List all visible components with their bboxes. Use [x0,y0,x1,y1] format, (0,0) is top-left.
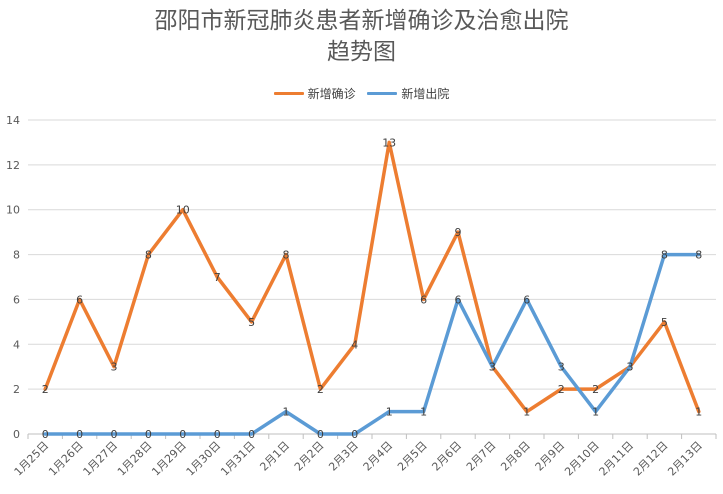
data-label-confirmed: 3 [627,361,634,374]
data-label-confirmed: 3 [111,361,118,374]
data-label-discharged: 8 [661,249,668,262]
data-label-confirmed: 7 [214,271,221,284]
data-label-confirmed: 10 [176,204,190,217]
data-label-confirmed: 4 [351,338,358,351]
data-label-confirmed: 8 [145,249,152,262]
data-label-confirmed: 2 [42,383,49,396]
data-label-discharged: 0 [179,428,186,441]
x-tick-label: 2月6日 [429,439,464,474]
x-tick-label: 2月2日 [292,439,327,474]
y-tick-label: 2 [13,383,20,396]
chart-title-line-2: 趋势图 [327,39,396,65]
data-label-discharged: 6 [523,293,530,306]
legend-swatch-discharged [367,92,398,95]
legend-label-discharged: 新增出院 [401,87,450,101]
data-label-discharged: 3 [489,361,496,374]
x-tick-label: 1月25日 [12,439,52,479]
data-label-discharged: 0 [42,428,49,441]
data-label-confirmed: 8 [283,249,290,262]
x-tick-label: 2月7日 [464,439,499,474]
chart-title-line-1: 邵阳市新冠肺炎患者新增确诊及治愈出院 [154,8,569,34]
data-label-confirmed: 9 [455,226,462,239]
data-label-confirmed: 3 [489,361,496,374]
data-label-discharged: 1 [283,406,290,419]
data-label-discharged: 1 [386,406,393,419]
data-label-discharged: 0 [145,428,152,441]
x-tick-label: 2月5日 [395,439,430,474]
x-tick-label: 2月8日 [498,439,533,474]
y-tick-label: 10 [6,204,20,217]
series-line-confirmed [43,140,701,414]
data-label-discharged: 6 [455,293,462,306]
data-label-confirmed: 5 [248,316,255,329]
data-label-confirmed: 6 [76,293,83,306]
data-label-discharged: 0 [214,428,221,441]
data-label-confirmed: 5 [661,316,668,329]
data-label-confirmed: 1 [695,406,702,419]
x-tick-label: 2月1日 [257,439,292,474]
data-label-confirmed: 2 [592,383,599,396]
x-tick-label: 2月3日 [326,439,361,474]
x-tick-label: 1月26日 [46,439,86,479]
x-tick-label: 1月29日 [149,439,189,479]
x-tick-label: 2月11日 [597,439,637,479]
legend-label-confirmed: 新增确诊 [307,87,356,101]
data-label-discharged: 3 [558,361,565,374]
legend-item-confirmed: 新增确诊 [273,85,356,102]
data-label-discharged: 0 [248,428,255,441]
data-label-confirmed: 6 [420,293,427,306]
data-label-confirmed: 1 [523,406,530,419]
data-label-discharged: 0 [317,428,324,441]
chart-title: 邵阳市新冠肺炎患者新增确诊及治愈出院 趋势图 [0,6,723,68]
y-tick-label: 8 [13,249,20,262]
y-tick-label: 4 [13,338,20,351]
data-label-discharged: 0 [351,428,358,441]
legend: 新增确诊 新增出院 [0,84,723,102]
x-tick-label: 2月13日 [665,439,705,479]
data-label-confirmed: 13 [382,136,396,149]
x-tick-label: 2月12日 [631,439,671,479]
legend-swatch-confirmed [273,92,304,95]
data-label-discharged: 0 [76,428,83,441]
x-tick-label: 1月30日 [184,439,224,479]
data-label-confirmed: 2 [558,383,565,396]
legend-item-discharged: 新增出院 [367,85,449,102]
data-label-discharged: 8 [695,249,702,262]
x-tick-label: 2月10日 [562,439,602,479]
series-line-discharged [43,252,701,436]
x-tick-label: 1月28日 [115,439,155,479]
data-label-discharged: 1 [592,406,599,419]
x-tick-label: 2月4日 [361,439,396,474]
data-label-confirmed: 2 [317,383,324,396]
y-tick-label: 6 [13,293,20,306]
data-label-discharged: 1 [420,406,427,419]
x-tick-label: 1月31日 [218,439,258,479]
data-label-discharged: 0 [111,428,118,441]
y-tick-label: 0 [13,428,20,441]
y-tick-label: 14 [6,114,20,127]
data-label-discharged: 3 [627,361,634,374]
y-tick-label: 12 [6,159,20,172]
x-tick-label: 1月27日 [81,439,121,479]
